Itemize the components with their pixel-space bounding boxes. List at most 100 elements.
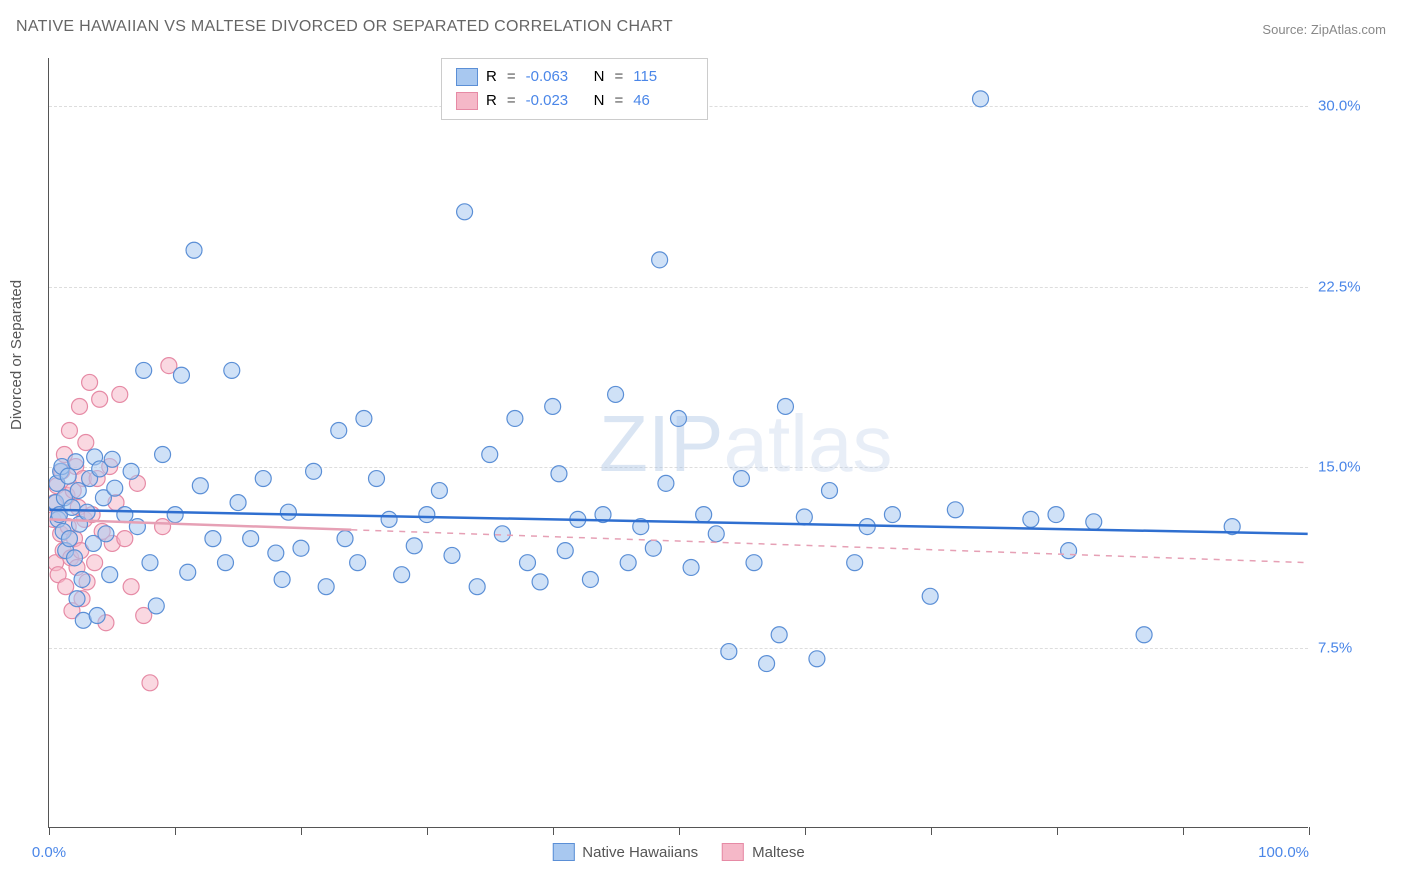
- data-point: [102, 567, 118, 583]
- data-point: [61, 531, 77, 547]
- data-point: [255, 471, 271, 487]
- source-label: Source:: [1262, 22, 1307, 37]
- data-point: [82, 374, 98, 390]
- x-tick: [679, 827, 680, 835]
- data-point: [155, 447, 171, 463]
- swatch-series-2: [456, 92, 478, 110]
- data-point: [104, 451, 120, 467]
- data-point: [645, 540, 661, 556]
- data-point: [350, 555, 366, 571]
- data-point: [507, 410, 523, 426]
- x-tick: [805, 827, 806, 835]
- data-point: [419, 507, 435, 523]
- data-point: [545, 398, 561, 414]
- r-label: R: [486, 65, 497, 89]
- eq-sign: =: [614, 65, 623, 89]
- data-point: [107, 480, 123, 496]
- data-point: [658, 475, 674, 491]
- data-point: [683, 559, 699, 575]
- data-point: [708, 526, 724, 542]
- data-point: [406, 538, 422, 554]
- n-label: N: [594, 89, 605, 113]
- n-label: N: [594, 65, 605, 89]
- swatch-series-1: [456, 68, 478, 86]
- legend-item-2: Maltese: [722, 843, 805, 861]
- data-point: [274, 571, 290, 587]
- data-point: [671, 410, 687, 426]
- source-attribution: Source: ZipAtlas.com: [1262, 22, 1386, 37]
- data-point: [224, 362, 240, 378]
- data-point: [136, 362, 152, 378]
- y-tick-label: 7.5%: [1318, 639, 1388, 656]
- data-point: [1023, 511, 1039, 527]
- data-point: [66, 550, 82, 566]
- data-point: [620, 555, 636, 571]
- data-point: [72, 398, 88, 414]
- x-tick: [301, 827, 302, 835]
- data-point: [142, 555, 158, 571]
- series-legend: Native Hawaiians Maltese: [552, 843, 804, 861]
- data-point: [98, 526, 114, 542]
- data-point: [167, 507, 183, 523]
- data-point: [92, 391, 108, 407]
- x-tick: [553, 827, 554, 835]
- data-point: [1048, 507, 1064, 523]
- x-tick: [175, 827, 176, 835]
- x-tick-label: 0.0%: [32, 844, 66, 861]
- plot-area: ZIPatlas R = -0.063 N = 115 R = -0.023 N…: [48, 58, 1308, 828]
- data-point: [243, 531, 259, 547]
- y-tick-label: 15.0%: [1318, 459, 1388, 476]
- data-point: [58, 579, 74, 595]
- eq-sign: =: [507, 65, 516, 89]
- data-point: [847, 555, 863, 571]
- data-point: [117, 507, 133, 523]
- x-tick: [1309, 827, 1310, 835]
- data-point: [280, 504, 296, 520]
- data-point: [87, 555, 103, 571]
- data-point: [973, 91, 989, 107]
- data-point: [74, 571, 90, 587]
- data-point: [180, 564, 196, 580]
- r-value-1: -0.063: [526, 65, 586, 89]
- data-point: [431, 483, 447, 499]
- data-point: [148, 598, 164, 614]
- data-point: [582, 571, 598, 587]
- eq-sign: =: [614, 89, 623, 113]
- data-point: [608, 386, 624, 402]
- data-point: [205, 531, 221, 547]
- data-point: [337, 531, 353, 547]
- data-point: [532, 574, 548, 590]
- data-point: [369, 471, 385, 487]
- data-point: [494, 526, 510, 542]
- correlation-legend: R = -0.063 N = 115 R = -0.023 N = 46: [441, 58, 708, 120]
- data-point: [61, 422, 77, 438]
- data-point: [217, 555, 233, 571]
- data-point: [70, 483, 86, 499]
- swatch-series-1b: [552, 843, 574, 861]
- x-tick: [1183, 827, 1184, 835]
- data-point: [142, 675, 158, 691]
- data-point: [1061, 543, 1077, 559]
- data-point: [69, 591, 85, 607]
- data-point: [60, 468, 76, 484]
- data-point: [652, 252, 668, 268]
- x-tick: [931, 827, 932, 835]
- n-value-1: 115: [633, 65, 693, 89]
- correlation-row-1: R = -0.063 N = 115: [456, 65, 693, 89]
- data-point: [444, 547, 460, 563]
- data-point: [759, 656, 775, 672]
- data-point: [822, 483, 838, 499]
- data-point: [356, 410, 372, 426]
- data-point: [306, 463, 322, 479]
- data-point: [68, 454, 84, 470]
- data-point: [551, 466, 567, 482]
- data-point: [123, 579, 139, 595]
- data-point: [173, 367, 189, 383]
- data-point: [89, 608, 105, 624]
- data-point: [155, 519, 171, 535]
- data-point: [78, 435, 94, 451]
- data-point: [796, 509, 812, 525]
- data-point: [64, 499, 80, 515]
- data-point: [884, 507, 900, 523]
- data-point: [482, 447, 498, 463]
